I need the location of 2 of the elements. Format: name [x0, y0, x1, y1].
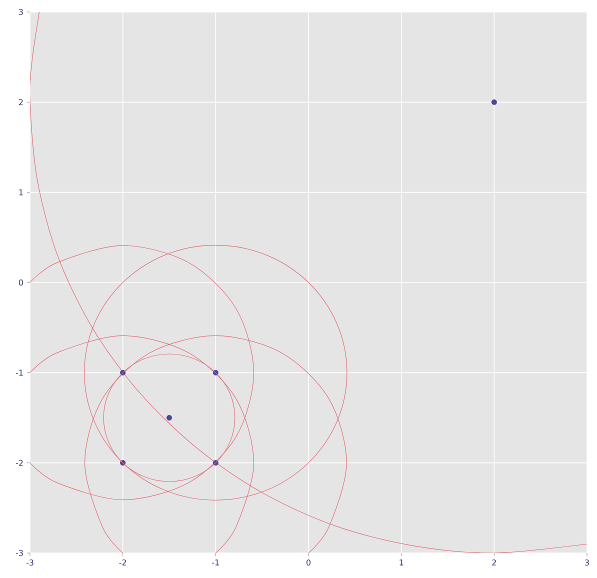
line-series: [30, 12, 588, 553]
point: [491, 99, 497, 105]
